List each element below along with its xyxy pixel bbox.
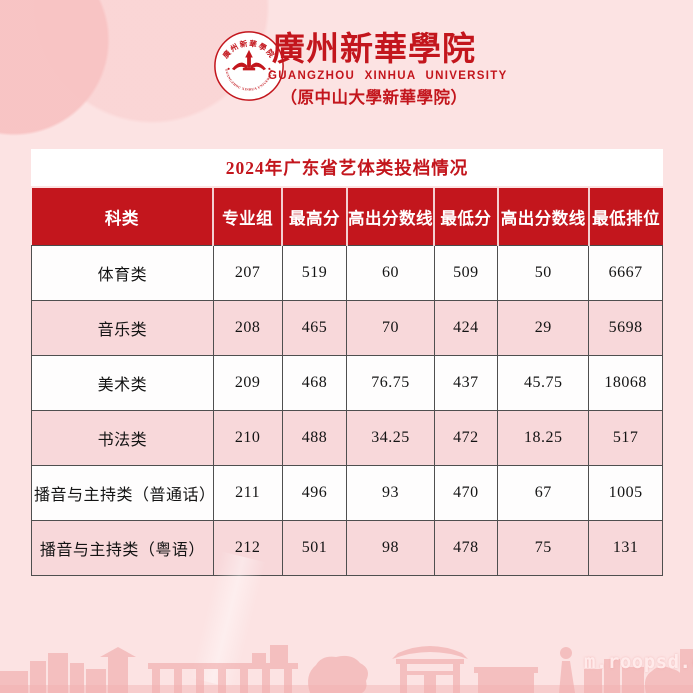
cell-value: 465 — [281, 300, 348, 356]
col-header-category: 科类 — [31, 188, 214, 246]
cell-value: 208 — [212, 300, 283, 356]
col-header-above-line-min: 高出分数线 — [496, 188, 589, 246]
cell-value: 50 — [497, 245, 590, 301]
col-header-min-score: 最低分 — [433, 188, 498, 246]
cell-value: 93 — [346, 465, 435, 521]
cell-category: 播音与主持类（粤语） — [31, 520, 214, 576]
cell-value: 67 — [497, 465, 590, 521]
cell-value: 1005 — [588, 465, 663, 521]
score-table-container: 科类 专业组 最高分 高出分数线 最低分 高出分数线 最低排位 体育类 207 … — [31, 188, 663, 576]
table-row-broadcasting-mandarin: 播音与主持类（普通话） 211 496 93 470 67 1005 — [31, 465, 663, 521]
cell-value: 18.25 — [497, 410, 590, 466]
cell-value: 131 — [588, 520, 663, 576]
cell-value: 496 — [281, 465, 348, 521]
cell-value: 5698 — [588, 300, 663, 356]
university-name-en: GUANGZHOU XINHUA UNIVERSITY — [268, 70, 508, 82]
cell-value: 75 — [497, 520, 590, 576]
cell-value: 45.75 — [497, 355, 590, 411]
seal-tower-emblem — [227, 49, 271, 71]
cell-value: 211 — [212, 465, 283, 521]
cell-category: 体育类 — [31, 245, 214, 301]
table-header-row: 科类 专业组 最高分 高出分数线 最低分 高出分数线 最低排位 — [31, 188, 663, 246]
cell-value: 519 — [281, 245, 348, 301]
cell-value: 517 — [588, 410, 663, 466]
site-watermark: m.roopsd.com — [584, 651, 693, 673]
table-title-bar: 2024年广东省艺体类投档情况 — [31, 149, 663, 186]
cell-value: 34.25 — [346, 410, 435, 466]
table-row-calligraphy: 书法类 210 488 34.25 472 18.25 517 — [31, 410, 663, 466]
campus-skyline-icon — [0, 645, 693, 693]
cell-value: 29 — [497, 300, 590, 356]
cell-value: 70 — [346, 300, 435, 356]
cell-category: 音乐类 — [31, 300, 214, 356]
table-row-art: 美术类 209 468 76.75 437 45.75 18068 — [31, 355, 663, 411]
cell-value: 501 — [281, 520, 348, 576]
col-header-above-line-max: 高出分数线 — [345, 188, 435, 246]
cell-value: 98 — [346, 520, 435, 576]
university-seal-icon: 廣州新華學院 GUANGZHOU XINHUA UNIVERSITY — [214, 31, 284, 101]
cell-value: 424 — [433, 300, 499, 356]
cell-value: 488 — [281, 410, 348, 466]
cell-value: 209 — [212, 355, 283, 411]
university-name-zh: 廣州新華學院 — [272, 32, 476, 68]
university-former-name: （原中山大學新華學院） — [280, 88, 468, 107]
cell-value: 437 — [433, 355, 499, 411]
cell-value: 472 — [433, 410, 499, 466]
col-header-min-rank: 最低排位 — [587, 188, 663, 246]
table-row-sports: 体育类 207 519 60 509 50 6667 — [31, 245, 663, 301]
table-title: 2024年广东省艺体类投档情况 — [225, 158, 469, 178]
cell-value: 210 — [212, 410, 283, 466]
score-table: 科类 专业组 最高分 高出分数线 最低分 高出分数线 最低排位 体育类 207 … — [31, 188, 663, 576]
cell-value: 18068 — [588, 355, 663, 411]
university-wordmark: 廣州新華學院 GUANGZHOU XINHUA UNIVERSITY （原中山大… — [268, 32, 508, 108]
cell-value: 76.75 — [346, 355, 435, 411]
table-row-music: 音乐类 208 465 70 424 29 5698 — [31, 300, 663, 356]
table-row-broadcasting-cantonese: 播音与主持类（粤语） 212 501 98 478 75 131 — [31, 520, 663, 576]
cell-value: 470 — [433, 465, 499, 521]
col-header-max-score: 最高分 — [281, 188, 347, 246]
cell-category: 书法类 — [31, 410, 214, 466]
cell-value: 468 — [281, 355, 348, 411]
cell-value: 478 — [433, 520, 499, 576]
cell-category: 播音与主持类（普通话） — [31, 465, 215, 521]
cell-value: 60 — [346, 245, 435, 301]
cell-value: 509 — [433, 245, 499, 301]
col-header-major-group: 专业组 — [212, 188, 282, 246]
cell-value: 6667 — [588, 245, 663, 301]
cell-category: 美术类 — [31, 355, 214, 411]
cell-value: 207 — [212, 245, 283, 301]
